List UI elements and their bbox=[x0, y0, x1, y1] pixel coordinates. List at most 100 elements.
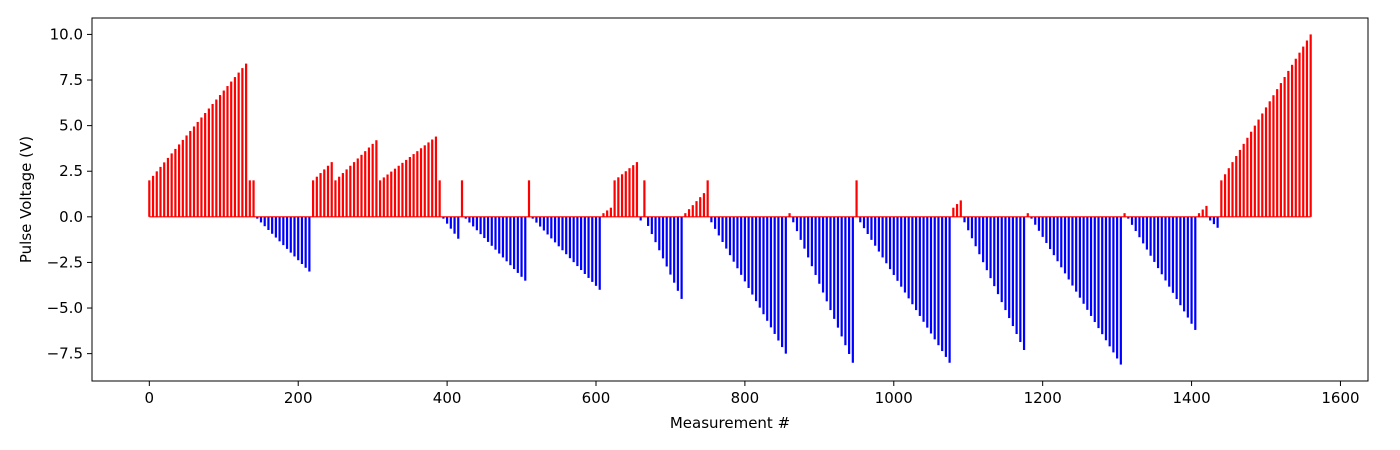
bar bbox=[609, 207, 612, 217]
bar bbox=[1101, 216, 1104, 335]
bar bbox=[1305, 40, 1309, 217]
bar bbox=[751, 216, 754, 295]
bar bbox=[226, 86, 229, 217]
bar bbox=[237, 72, 240, 217]
bar bbox=[572, 216, 575, 263]
bar bbox=[687, 209, 691, 217]
x-tick-label: 600 bbox=[582, 389, 611, 407]
bar bbox=[602, 213, 605, 217]
bar bbox=[970, 216, 974, 239]
x-tick-label: 0 bbox=[145, 389, 155, 407]
bar bbox=[293, 216, 296, 257]
bar bbox=[944, 216, 947, 357]
bar bbox=[1112, 216, 1115, 353]
bar bbox=[1123, 213, 1126, 217]
bar bbox=[844, 216, 847, 346]
bar bbox=[911, 216, 914, 305]
bar bbox=[1201, 209, 1204, 217]
bar bbox=[174, 148, 177, 217]
bar bbox=[1190, 216, 1193, 324]
bar bbox=[401, 162, 404, 217]
bar bbox=[799, 216, 802, 240]
bar bbox=[915, 216, 918, 311]
bar bbox=[721, 216, 724, 242]
bar bbox=[550, 216, 553, 239]
bar bbox=[654, 216, 657, 243]
bar bbox=[416, 151, 419, 217]
bar bbox=[233, 77, 237, 217]
bar bbox=[1223, 174, 1227, 217]
bar bbox=[1019, 216, 1022, 343]
bar bbox=[408, 157, 411, 217]
bar bbox=[929, 216, 933, 334]
bar bbox=[1000, 216, 1003, 303]
bar bbox=[606, 210, 609, 217]
bar bbox=[367, 147, 371, 217]
bar bbox=[349, 165, 352, 217]
bar bbox=[319, 173, 322, 217]
bar bbox=[1257, 119, 1260, 217]
bar bbox=[907, 216, 910, 299]
bar bbox=[364, 151, 367, 217]
bar bbox=[170, 153, 173, 217]
bar bbox=[326, 165, 330, 217]
bar bbox=[669, 216, 672, 275]
bar bbox=[1093, 216, 1096, 323]
bar bbox=[877, 216, 880, 252]
bar bbox=[1160, 216, 1163, 275]
bar bbox=[241, 68, 244, 217]
bar bbox=[978, 216, 981, 255]
bar bbox=[1034, 216, 1037, 225]
bar bbox=[181, 139, 184, 217]
bar bbox=[1127, 216, 1130, 219]
bar bbox=[993, 216, 996, 287]
bar bbox=[200, 117, 203, 217]
bar bbox=[163, 162, 166, 217]
x-tick-label: 1600 bbox=[1321, 389, 1359, 407]
bar bbox=[974, 216, 977, 247]
bar bbox=[1145, 216, 1148, 250]
y-tick-label: 2.5 bbox=[59, 162, 83, 180]
bar bbox=[1268, 101, 1271, 217]
plot-frame bbox=[91, 17, 1369, 382]
bar bbox=[479, 216, 482, 235]
x-tick-label: 1200 bbox=[1024, 389, 1062, 407]
bar bbox=[717, 216, 720, 236]
bar bbox=[740, 216, 743, 275]
bar bbox=[1082, 216, 1085, 304]
bar bbox=[419, 148, 423, 217]
bar bbox=[341, 173, 344, 217]
bar bbox=[647, 216, 650, 226]
bar bbox=[178, 144, 181, 217]
bar bbox=[1179, 216, 1182, 306]
y-tick-label: −7.5 bbox=[47, 345, 83, 363]
bar bbox=[315, 176, 318, 217]
bar bbox=[539, 216, 542, 227]
bar bbox=[691, 205, 694, 217]
bar bbox=[933, 216, 936, 340]
bar bbox=[587, 216, 590, 278]
bars-layer bbox=[148, 34, 1312, 365]
bar bbox=[896, 216, 899, 281]
bar bbox=[888, 216, 892, 270]
bar bbox=[475, 216, 478, 231]
bar bbox=[1119, 216, 1122, 365]
x-tick-label: 400 bbox=[433, 389, 462, 407]
bar bbox=[784, 216, 787, 354]
bar bbox=[650, 216, 653, 235]
bar bbox=[412, 154, 415, 217]
bar bbox=[1290, 64, 1294, 217]
bar bbox=[1086, 216, 1089, 310]
bar bbox=[702, 193, 706, 217]
bar bbox=[1041, 216, 1044, 237]
bar bbox=[196, 121, 199, 217]
bar bbox=[1272, 95, 1275, 217]
bar bbox=[1156, 216, 1160, 269]
bar bbox=[490, 216, 493, 246]
bar bbox=[866, 216, 869, 235]
bar bbox=[1142, 216, 1145, 244]
bar bbox=[561, 216, 564, 251]
y-axis-label: Pulse Voltage (V) bbox=[17, 136, 35, 263]
bar bbox=[948, 216, 951, 363]
bar bbox=[1238, 149, 1242, 217]
